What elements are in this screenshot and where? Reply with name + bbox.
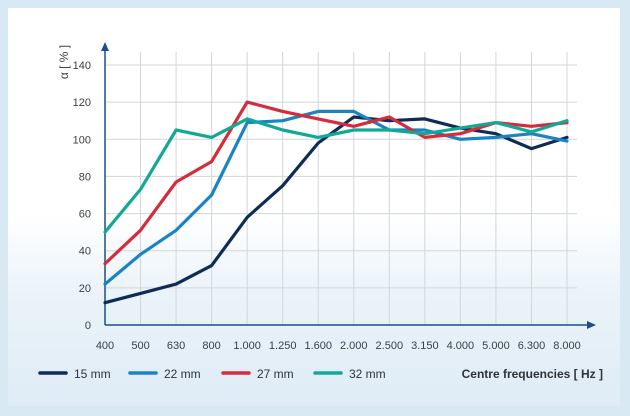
axes	[101, 42, 596, 329]
series-line-27-mm	[103, 100, 569, 266]
legend: 15 mm 22 mm 27 mm 32 mm	[38, 367, 386, 381]
legend-label: 22 mm	[164, 367, 201, 381]
x-tick-label: 8.000	[553, 340, 581, 352]
x-tick-label: 1.600	[304, 340, 332, 352]
y-tick-label: 20	[79, 283, 91, 295]
x-tick-label: 1.250	[269, 340, 297, 352]
chart-panel	[8, 8, 620, 406]
x-tick-label: 6.300	[518, 340, 546, 352]
y-tick-label: 80	[79, 171, 91, 183]
legend-label: 27 mm	[257, 367, 294, 381]
x-tick-labels: 400 500 630 800 1.000 1.250 1.600 2.000 2.500 3.1…	[96, 340, 581, 352]
y-tick-label: 0	[85, 320, 91, 332]
x-tick-label: 2.500	[376, 340, 404, 352]
series-lines	[103, 100, 569, 305]
x-tick-label: 800	[202, 340, 220, 352]
x-tick-label: 2.000	[340, 340, 368, 352]
series-line-32-mm	[103, 117, 569, 234]
x-tick-label: 4.000	[447, 340, 475, 352]
grid-lines	[105, 52, 577, 325]
y-tick-labels: 0 20 40 60 80 100 120 140	[73, 60, 91, 332]
y-tick-label: 60	[79, 209, 91, 221]
legend-label: 15 mm	[74, 367, 111, 381]
x-axis-arrow	[587, 321, 596, 329]
x-tick-label: 630	[167, 340, 185, 352]
x-axis-title: Centre frequencies [ Hz ]	[462, 367, 603, 381]
y-tick-label: 100	[73, 134, 91, 146]
y-tick-label: 120	[73, 97, 91, 109]
x-tick-label: 5.000	[482, 340, 510, 352]
x-tick-label: 3.150	[411, 340, 439, 352]
series-line-15-mm	[103, 115, 569, 305]
y-axis-arrow	[101, 42, 109, 51]
legend-label: 32 mm	[349, 367, 386, 381]
x-tick-label: 1.000	[233, 340, 261, 352]
y-tick-label: 40	[79, 246, 91, 258]
y-axis-label: α [ % ]	[57, 45, 71, 79]
series-line-22-mm	[103, 109, 569, 286]
x-tick-label: 400	[96, 340, 114, 352]
y-tick-label: 140	[73, 60, 91, 72]
x-tick-label: 500	[131, 340, 149, 352]
